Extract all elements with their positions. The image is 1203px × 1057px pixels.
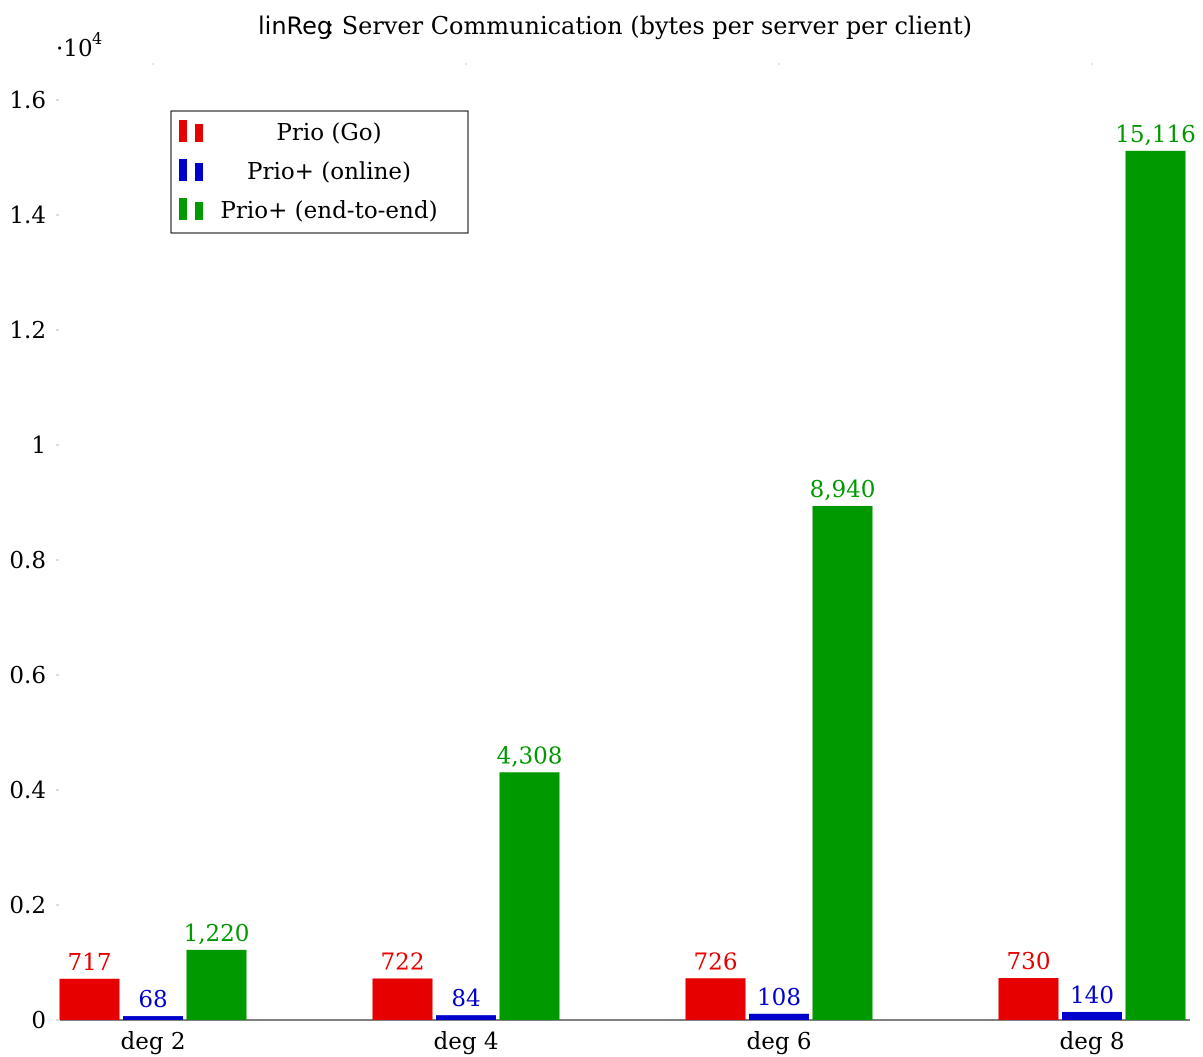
y-tick-label: 1 xyxy=(31,433,46,459)
y-scale-factor: ·10 xyxy=(56,36,93,62)
x-tick-label: deg 2 xyxy=(120,1029,185,1055)
y-tick-label: 0.6 xyxy=(9,663,46,689)
legend-label: Prio (Go) xyxy=(276,120,381,146)
legend-swatch xyxy=(179,198,187,220)
legend: Prio (Go) Prio+ (online) Prio+ (end-to-end… xyxy=(171,111,468,233)
y-tick-label: 1.6 xyxy=(9,88,46,114)
legend-swatch xyxy=(179,120,187,142)
y-tick-label: 0 xyxy=(31,1008,46,1034)
legend-swatch xyxy=(195,202,203,220)
bar xyxy=(1062,1012,1122,1020)
data-label: 68 xyxy=(138,987,167,1013)
x-tick-label: deg 4 xyxy=(433,1029,498,1055)
bar xyxy=(500,772,560,1020)
data-label: 140 xyxy=(1070,983,1114,1009)
data-label: 726 xyxy=(694,949,738,975)
bar xyxy=(749,1014,809,1020)
y-tick-label: 1.4 xyxy=(9,203,46,229)
legend-swatch xyxy=(179,159,187,181)
legend-swatch xyxy=(195,124,203,142)
data-label: 1,220 xyxy=(184,921,250,947)
data-label: 722 xyxy=(381,949,425,975)
bar xyxy=(187,950,247,1020)
bar xyxy=(373,978,433,1020)
data-label: 15,116 xyxy=(1115,122,1195,148)
y-tick-label: 1.2 xyxy=(9,318,46,344)
bar xyxy=(999,978,1059,1020)
bars-layer xyxy=(60,151,1186,1020)
y-tick-label: 0.4 xyxy=(9,778,46,804)
bar xyxy=(813,506,873,1020)
data-label: 717 xyxy=(68,950,112,976)
y-tick-label: 0.2 xyxy=(9,893,46,919)
bar xyxy=(436,1015,496,1020)
legend-swatch xyxy=(195,163,203,181)
data-label: 84 xyxy=(451,986,480,1012)
y-scale-exponent: 4 xyxy=(92,29,102,48)
data-label: 4,308 xyxy=(497,743,563,769)
legend-label: Prio+ (end-to-end) xyxy=(220,198,437,224)
bar xyxy=(60,979,120,1020)
chart-title: : Server Communication (bytes per server… xyxy=(326,12,972,40)
y-tick-label: 0.8 xyxy=(9,548,46,574)
bar xyxy=(686,978,746,1020)
chart-title-prefix: linReg xyxy=(258,12,332,40)
legend-label: Prio+ (online) xyxy=(247,159,411,185)
x-tick-label: deg 6 xyxy=(746,1029,811,1055)
bar xyxy=(123,1016,183,1020)
data-label: 108 xyxy=(757,985,801,1011)
x-tick-label: deg 8 xyxy=(1059,1029,1124,1055)
data-label: 8,940 xyxy=(810,477,876,503)
bar xyxy=(1126,151,1186,1020)
labels-layer: 717 722 726 730 68 84 108 140 1,220 4,308 8,940 15,… xyxy=(68,122,1196,1013)
data-label: 730 xyxy=(1007,949,1051,975)
